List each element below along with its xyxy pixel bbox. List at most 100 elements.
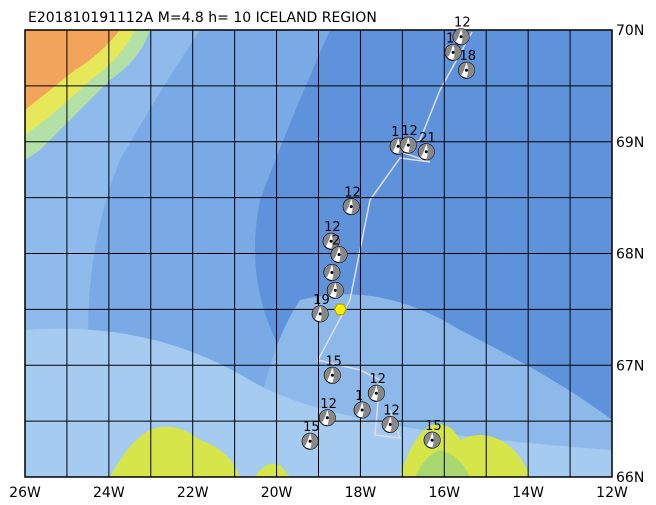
lon-label: 24W bbox=[93, 485, 125, 501]
beachball-compression bbox=[354, 401, 363, 416]
beachball-compression bbox=[432, 432, 441, 449]
lon-label: 16W bbox=[428, 485, 460, 501]
focal-mechanism bbox=[326, 281, 344, 299]
depth-label: 12 bbox=[344, 186, 361, 201]
beachball-compression bbox=[312, 305, 321, 320]
beachball-compression bbox=[400, 137, 409, 151]
beachball-center bbox=[396, 144, 400, 148]
beachball-compression bbox=[319, 409, 328, 424]
epicenter bbox=[333, 303, 347, 316]
focal-mechanism: 12 bbox=[399, 124, 418, 154]
beachball-center bbox=[333, 288, 337, 292]
beachball-compression bbox=[424, 432, 433, 446]
beachball-compression bbox=[376, 385, 385, 402]
depth-label: 12 bbox=[401, 124, 418, 139]
focal-mechanism: 12 bbox=[318, 397, 337, 427]
beachball-compression bbox=[418, 143, 427, 158]
focal-mechanism: 12 bbox=[322, 220, 341, 250]
beachball-center bbox=[308, 439, 312, 443]
lon-label: 12W bbox=[596, 485, 628, 501]
focal-mechanism: 2 bbox=[330, 234, 348, 264]
focal-mechanism: 1 bbox=[353, 389, 371, 419]
beachball-center bbox=[451, 50, 455, 54]
focal-mechanism: 15 bbox=[323, 354, 342, 384]
beachball-compression bbox=[332, 367, 341, 384]
depth-label: 12 bbox=[324, 220, 341, 235]
lat-label: 66N bbox=[616, 470, 644, 486]
beachball-compression bbox=[426, 143, 435, 160]
lat-label: 70N bbox=[616, 23, 644, 39]
beachball-center bbox=[430, 438, 434, 442]
focal-mechanism: 1 bbox=[444, 31, 462, 61]
focal-mechanism: 12 bbox=[342, 186, 361, 216]
depth-label: 15 bbox=[325, 354, 342, 369]
beachball-center bbox=[330, 270, 334, 274]
beachball-compression bbox=[302, 433, 311, 447]
lat-label: 69N bbox=[616, 135, 644, 151]
depth-label: 21 bbox=[419, 131, 436, 146]
focal-mechanism: 12 bbox=[452, 16, 471, 46]
depth-label: 15 bbox=[425, 419, 442, 434]
focal-mechanism: 19 bbox=[311, 293, 330, 323]
focal-mechanism: 15 bbox=[423, 419, 442, 449]
beachball-compression bbox=[390, 416, 399, 433]
beachball-compression bbox=[324, 367, 333, 381]
beachball-center bbox=[406, 143, 410, 147]
beachball-center bbox=[388, 422, 392, 426]
map-title: E201810191112A M=4.8 h= 10 ICELAND REGIO… bbox=[28, 10, 377, 26]
beachball-compression bbox=[339, 246, 348, 263]
beachball-compression bbox=[331, 246, 340, 261]
beachball-compression bbox=[445, 44, 454, 58]
lon-label: 26W bbox=[9, 485, 41, 501]
beachball-center bbox=[337, 253, 341, 257]
beachball-compression bbox=[331, 264, 340, 281]
lon-label: 14W bbox=[512, 485, 544, 501]
depth-label: 1 bbox=[355, 389, 363, 404]
beachball-compression bbox=[382, 416, 391, 431]
beachball-center bbox=[329, 239, 333, 243]
beachball-compression bbox=[343, 198, 352, 213]
beachball-compression bbox=[362, 401, 371, 418]
map-frame bbox=[24, 29, 613, 478]
depth-label: 12 bbox=[320, 397, 337, 412]
depth-label: 15 bbox=[303, 420, 320, 435]
beachball-compression bbox=[390, 138, 399, 152]
depth-label: 2 bbox=[332, 234, 340, 249]
focal-mechanism: 12 bbox=[381, 403, 400, 433]
focal-mechanism: 18 bbox=[458, 49, 477, 79]
beachball-compression bbox=[453, 28, 462, 43]
depth-label: 12 bbox=[454, 16, 471, 31]
depth-label: 12 bbox=[369, 372, 386, 387]
beachball-compression bbox=[453, 44, 462, 61]
beachball-compression bbox=[408, 137, 417, 154]
depth-label: 1 bbox=[446, 31, 454, 46]
beachball-center bbox=[465, 68, 469, 72]
lon-label: 22W bbox=[177, 485, 209, 501]
beachball-compression bbox=[461, 28, 470, 45]
lon-label: 20W bbox=[261, 485, 293, 501]
beachball-center bbox=[325, 416, 329, 420]
lat-label: 67N bbox=[616, 358, 644, 374]
depth-label: 18 bbox=[460, 49, 477, 64]
beachball-compression bbox=[327, 409, 336, 426]
focal-mechanism: 12 bbox=[367, 372, 386, 402]
beachball-center bbox=[330, 373, 334, 377]
focal-mechanism: 15 bbox=[301, 420, 320, 450]
beachball-center bbox=[374, 391, 378, 395]
depth-label: 1 bbox=[391, 125, 399, 140]
beachball-compression bbox=[323, 233, 332, 247]
beachball-compression bbox=[458, 62, 467, 76]
focal-mechanism: 21 bbox=[417, 131, 436, 161]
beachball-center bbox=[459, 35, 463, 39]
depth-label: 12 bbox=[383, 403, 400, 418]
beachball-center bbox=[349, 205, 353, 209]
beachball-compression bbox=[351, 198, 360, 215]
beachball-compression bbox=[331, 233, 340, 250]
beachball-compression bbox=[368, 385, 377, 399]
lon-label: 18W bbox=[345, 485, 377, 501]
beachball-compression bbox=[335, 282, 344, 299]
lat-label: 68N bbox=[616, 247, 644, 263]
beachball-compression bbox=[320, 305, 329, 322]
depth-label: 19 bbox=[313, 293, 330, 308]
